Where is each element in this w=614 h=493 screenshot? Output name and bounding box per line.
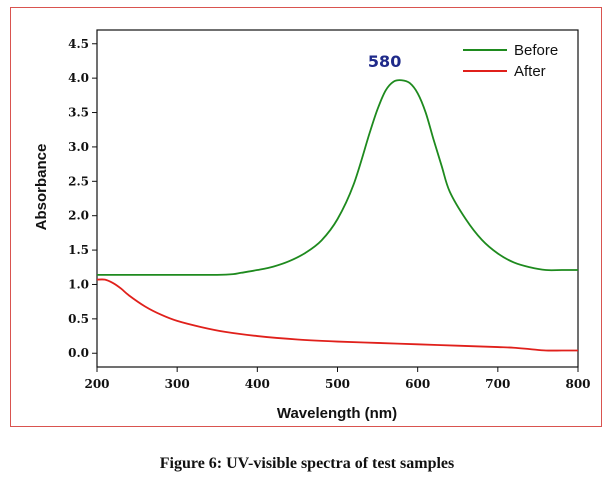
x-tick-label: 700 [485, 377, 510, 391]
series-line-after [96, 278, 578, 352]
x-axis-ticks: 200 300 400 500 600 700 800 [84, 367, 591, 391]
y-tick-label: 0.0 [68, 346, 89, 360]
y-tick-label: 3.0 [68, 140, 89, 154]
x-tick-label: 400 [245, 377, 270, 391]
plot-area-border [96, 29, 579, 368]
legend-label-after: After [514, 63, 546, 80]
legend-label-before: Before [514, 42, 558, 59]
peak-annotation: 580 [368, 52, 401, 71]
y-tick-label: 2.5 [68, 174, 89, 188]
x-tick-label: 200 [84, 377, 109, 391]
y-tick-label: 4.5 [68, 37, 89, 51]
y-axis-ticks: 0.0 0.5 1.0 1.5 2.0 2.5 3.0 3.5 4.0 4.5 [68, 37, 97, 360]
uv-vis-chart: 0.0 0.5 1.0 1.5 2.0 2.5 3.0 3.5 4.0 4.5 200 300 400… [33, 29, 591, 422]
y-tick-label: 2.0 [68, 209, 89, 223]
legend: Before After [463, 42, 558, 80]
y-tick-label: 1.5 [68, 243, 89, 257]
x-tick-label: 500 [325, 377, 350, 391]
figure-frame [10, 7, 602, 427]
figure-caption: Figure 6: UV-visible spectra of test sam… [159, 455, 455, 472]
series-line-before [96, 79, 578, 276]
x-tick-label: 600 [405, 377, 430, 391]
x-axis-title: Wavelength (nm) [277, 405, 397, 422]
x-tick-label: 300 [165, 377, 190, 391]
y-tick-label: 3.5 [68, 106, 89, 120]
series-layer [96, 79, 578, 352]
x-tick-label: 800 [565, 377, 590, 391]
y-tick-label: 1.0 [68, 277, 89, 291]
y-tick-label: 4.0 [68, 71, 89, 85]
y-axis-title: Absorbance [33, 144, 50, 231]
y-tick-label: 0.5 [68, 312, 89, 326]
